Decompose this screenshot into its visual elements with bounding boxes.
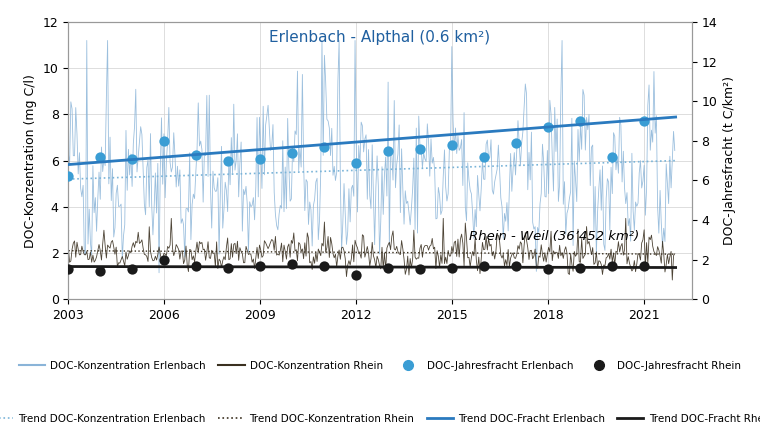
Point (62, 173, 74, 180)
Point (414, 266, 426, 273)
Point (414, 145, 426, 152)
Point (126, 266, 138, 273)
Point (638, 262, 650, 269)
Point (94, 268, 106, 275)
Y-axis label: DOC-Jahresfracht (t C/km²): DOC-Jahresfracht (t C/km²) (723, 76, 736, 245)
Point (254, 262, 266, 269)
Point (286, 260, 298, 267)
Point (286, 149, 298, 156)
Point (62, 266, 74, 273)
Point (126, 155, 138, 162)
Point (222, 264, 234, 271)
Text: Rhein - Weil (36’452 km²): Rhein - Weil (36’452 km²) (470, 230, 640, 243)
Point (446, 141, 458, 148)
Point (446, 264, 458, 271)
Point (478, 153, 490, 160)
Point (318, 143, 330, 150)
Point (254, 155, 266, 162)
Point (574, 117, 586, 125)
Point (350, 159, 362, 166)
Point (382, 264, 394, 271)
Point (542, 123, 554, 130)
Legend: Trend DOC-Konzentration Erlenbach, Trend DOC-Konzentration Rhein, Trend DOC-Frac: Trend DOC-Konzentration Erlenbach, Trend… (0, 412, 760, 426)
Point (350, 272, 362, 279)
Point (222, 157, 234, 164)
Point (94, 153, 106, 160)
Text: Erlenbach - Alpthal (0.6 km²): Erlenbach - Alpthal (0.6 km²) (270, 30, 490, 45)
Legend: DOC-Konzentration Erlenbach, DOC-Konzentration Rhein, DOC-Jahresfracht Erlenbach: DOC-Konzentration Erlenbach, DOC-Konzent… (17, 359, 743, 373)
Point (638, 117, 650, 125)
Point (158, 256, 170, 263)
Point (542, 266, 554, 273)
Point (510, 139, 522, 146)
Point (510, 262, 522, 269)
Point (574, 264, 586, 271)
Y-axis label: DOC-Konzentration (mg C/l): DOC-Konzentration (mg C/l) (24, 73, 37, 248)
Point (318, 262, 330, 269)
Point (606, 262, 618, 269)
Point (478, 262, 490, 269)
Point (606, 153, 618, 160)
Point (190, 151, 202, 158)
Point (382, 147, 394, 154)
Point (158, 137, 170, 144)
Point (190, 262, 202, 269)
